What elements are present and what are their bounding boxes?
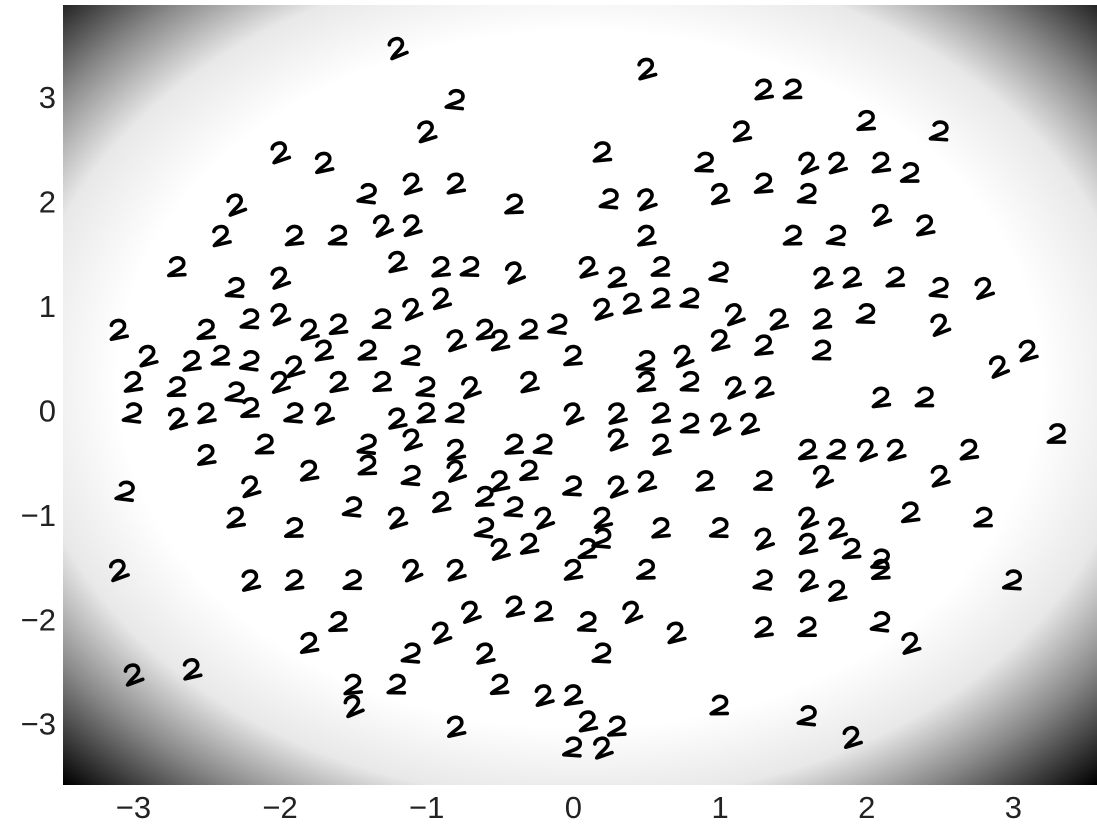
x-tick-label: 1: [711, 790, 728, 825]
x-tick-label: 0: [565, 790, 582, 825]
y-tick-label: −2: [21, 602, 56, 637]
x-tick-label: 2: [858, 790, 875, 825]
y-tick-label: 2: [39, 185, 56, 220]
x-tick-label: −3: [116, 790, 151, 825]
chart: −3 −2 −1 0 1 2 3 −3 −2 −1 0 1 2 3: [0, 0, 1097, 830]
y-tick-label: 3: [39, 80, 56, 115]
x-tick-label: 3: [1005, 790, 1022, 825]
y-tick-label: 1: [39, 289, 56, 324]
y-tick-label: 0: [39, 393, 56, 428]
y-tick-label: −1: [21, 498, 56, 533]
y-tick-label: −3: [21, 707, 56, 742]
x-tick-label: −1: [409, 790, 444, 825]
x-tick-label: −2: [262, 790, 297, 825]
